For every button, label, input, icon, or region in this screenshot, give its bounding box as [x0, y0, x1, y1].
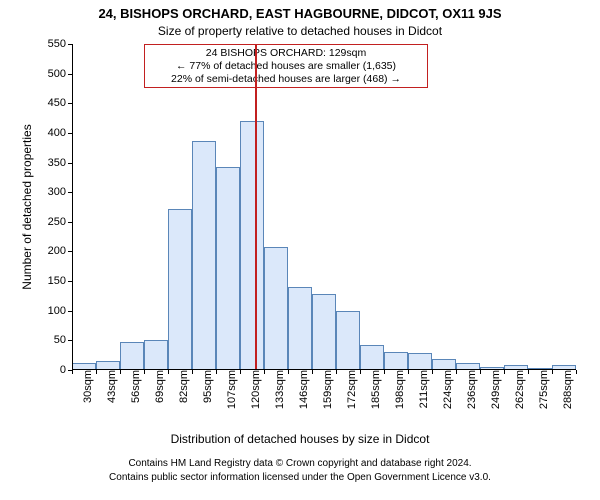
x-tick-label: 30sqm	[76, 370, 94, 403]
footer-line-1: Contains HM Land Registry data © Crown c…	[0, 458, 600, 469]
x-tick-label: 198sqm	[388, 370, 406, 409]
chart-title-subtitle: Size of property relative to detached ho…	[0, 24, 600, 38]
chart-title-address: 24, BISHOPS ORCHARD, EAST HAGBOURNE, DID…	[0, 6, 600, 21]
x-tick-label: 107sqm	[220, 370, 238, 409]
y-tick-label: 350	[48, 157, 72, 169]
y-tick-label: 250	[48, 216, 72, 228]
y-tick-label: 50	[54, 334, 72, 346]
x-tick-label: 224sqm	[436, 370, 454, 409]
y-tick-label: 100	[48, 305, 72, 317]
x-tick-label: 120sqm	[244, 370, 262, 409]
x-tick-label: 43sqm	[100, 370, 118, 403]
y-tick-label: 500	[48, 68, 72, 80]
footer-line-2: Contains public sector information licen…	[0, 472, 600, 483]
x-tick-label: 262sqm	[508, 370, 526, 409]
y-tick-label: 0	[60, 364, 72, 376]
x-tick-label: 275sqm	[532, 370, 550, 409]
y-tick-label: 150	[48, 275, 72, 287]
x-axis-label: Distribution of detached houses by size …	[0, 432, 600, 446]
plot-axes	[72, 44, 576, 370]
x-tick-label: 172sqm	[340, 370, 358, 409]
y-tick-label: 550	[48, 38, 72, 50]
x-tick-label: 146sqm	[292, 370, 310, 409]
x-tick-label: 159sqm	[316, 370, 334, 409]
x-tick-label: 56sqm	[124, 370, 142, 403]
y-tick-label: 400	[48, 127, 72, 139]
x-tick-label: 95sqm	[196, 370, 214, 403]
histogram-plot: 05010015020025030035040045050055030sqm43…	[72, 44, 576, 370]
x-tick-label: 82sqm	[172, 370, 190, 403]
x-tick-label: 133sqm	[268, 370, 286, 409]
x-tick-label: 236sqm	[460, 370, 478, 409]
y-tick-label: 200	[48, 245, 72, 257]
y-tick-label: 450	[48, 97, 72, 109]
x-tick-label: 69sqm	[148, 370, 166, 403]
x-tick-label: 185sqm	[364, 370, 382, 409]
x-tick-label: 211sqm	[412, 370, 430, 408]
y-tick-label: 300	[48, 186, 72, 198]
x-tick-label: 249sqm	[484, 370, 502, 409]
x-tick-label: 288sqm	[556, 370, 574, 409]
y-axis-label: Number of detached properties	[20, 44, 34, 370]
